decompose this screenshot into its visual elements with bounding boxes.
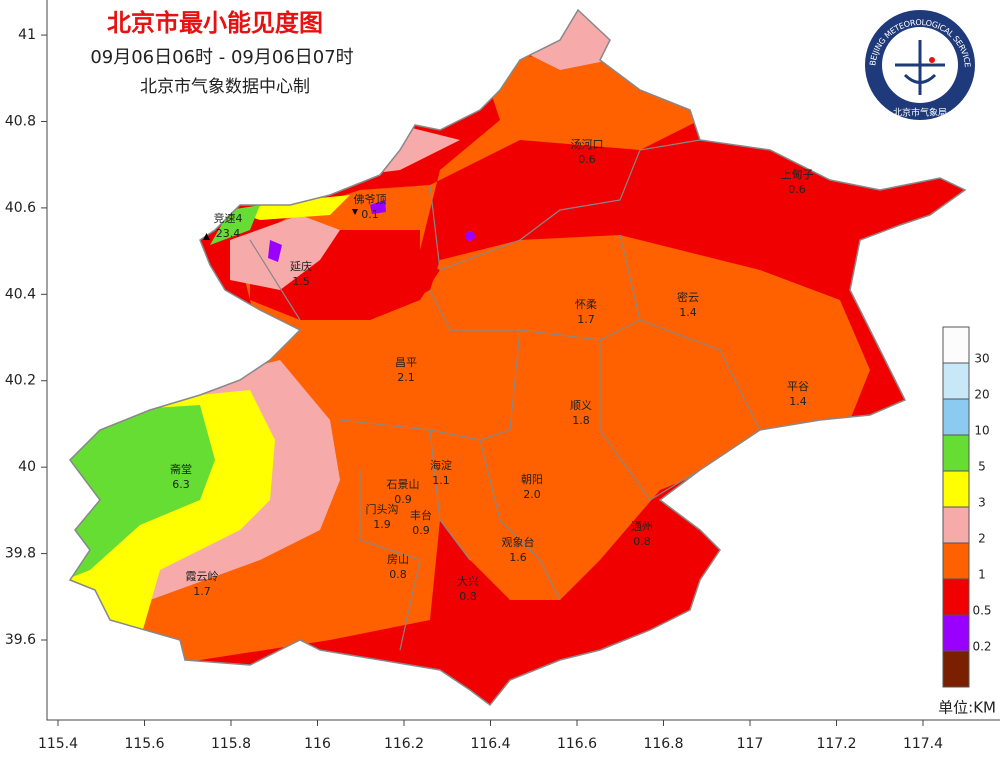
station-value: 6.3	[172, 478, 190, 491]
legend-label: 0.5	[972, 604, 991, 618]
logo-name: 北京市气象局	[893, 107, 947, 119]
station-name: 朝阳	[521, 473, 543, 486]
x-tick-label: 115.4	[38, 736, 78, 752]
y-tick-label: 39.6	[5, 632, 36, 648]
legend-swatch	[942, 362, 970, 400]
x-tick-label: 116.8	[643, 736, 683, 752]
station-name: 顺义	[570, 399, 592, 412]
legend-swatch	[942, 398, 970, 436]
station-name: 怀柔	[575, 298, 597, 311]
legend-label: 30	[974, 352, 989, 366]
station-name: 通州	[631, 520, 653, 533]
station-name: 上甸子	[781, 168, 814, 181]
title: 北京市最小能见度图	[107, 9, 323, 37]
district-borders	[249, 139, 761, 651]
station-value: 0.6	[788, 183, 806, 196]
station-value: 1.6	[509, 551, 527, 564]
station-value: 0.1	[361, 208, 379, 221]
station-value: 1.4	[679, 306, 697, 319]
legend-label: 5	[978, 460, 986, 474]
station-name: 竞速4	[214, 211, 243, 225]
station-name: 观象台	[502, 535, 535, 549]
station-marker	[352, 209, 358, 215]
y-tick-label: 40.2	[5, 373, 36, 389]
station-name: 平谷	[787, 380, 809, 393]
station-value: 1.7	[577, 313, 595, 326]
legend-label: 10	[974, 424, 989, 438]
station-name: 斋堂	[170, 462, 192, 476]
x-tick-label: 117	[737, 736, 764, 752]
x-tick-label: 117.4	[903, 736, 943, 752]
station-value: 0.8	[459, 590, 477, 603]
station-value: 2.1	[397, 371, 415, 384]
station-name: 房山	[387, 553, 409, 566]
legend-swatch	[942, 434, 970, 472]
station-value: 1.8	[572, 414, 590, 427]
station-value: 1.7	[193, 585, 211, 598]
legend-label: 0.2	[972, 640, 991, 654]
legend-swatch	[942, 614, 970, 652]
station-value: 0.8	[633, 535, 651, 548]
legend-label: 20	[974, 388, 989, 402]
station-value: 1.1	[432, 474, 450, 487]
y-tick-label: 40.4	[5, 286, 36, 302]
station-value: 1.4	[789, 395, 807, 408]
x-tick-label: 115.8	[211, 736, 251, 752]
legend-swatch	[942, 542, 970, 580]
legend-swatch	[942, 470, 970, 508]
station-name: 密云	[677, 290, 699, 304]
legend-label: 1	[978, 568, 986, 582]
station-name: 门头沟	[366, 502, 399, 516]
logo: BEIJING METEOROLOGICAL SERVICE 北京市气象局	[865, 10, 975, 120]
station-name: 延庆	[290, 259, 312, 273]
station-value: 23.4	[216, 227, 241, 240]
station-value: 0.9	[394, 493, 412, 506]
station-name: 石景山	[387, 478, 420, 491]
legend-swatch	[942, 650, 970, 688]
legend-label: 3	[978, 496, 986, 510]
x-tick-label: 116	[304, 736, 331, 752]
x-tick-label: 116.6	[557, 736, 597, 752]
x-tick-label: 116.2	[384, 736, 424, 752]
x-tick-label: 116.4	[470, 736, 510, 752]
station-name: 昌平	[395, 356, 417, 369]
station-value: 1.5	[292, 275, 310, 288]
legend-label: 2	[978, 532, 986, 546]
unit: 单位:KM	[938, 699, 996, 717]
legend-swatch	[942, 506, 970, 544]
station-name: 大兴	[457, 574, 479, 588]
x-tick-label: 115.6	[124, 736, 164, 752]
y-tick-label: 40.6	[5, 200, 36, 216]
legend-swatch	[942, 326, 970, 364]
station-value: 2.0	[523, 488, 541, 501]
station-value: 1.9	[373, 518, 391, 531]
station-name: 汤河口	[571, 137, 604, 151]
y-tick-label: 40.8	[5, 113, 36, 129]
station-value: 0.8	[389, 568, 407, 581]
station-name: 丰台	[410, 508, 432, 522]
station-name: 佛爷顶	[354, 192, 387, 206]
station-value: 0.6	[578, 153, 596, 166]
y-tick-label: 40	[18, 459, 36, 475]
station-name: 海淀	[430, 458, 452, 472]
axis-frame	[46, 0, 1000, 721]
station-name: 霞云岭	[186, 569, 219, 583]
y-tick-label: 39.8	[5, 546, 36, 562]
y-tick-label: 41	[18, 27, 36, 43]
source: 北京市气象数据中心制	[140, 77, 310, 97]
station-marker	[203, 233, 210, 240]
station-value: 0.9	[412, 524, 430, 537]
time-range: 09月06日06时 - 09月06日07时	[90, 47, 353, 68]
legend-swatch	[942, 578, 970, 616]
x-tick-label: 117.2	[816, 736, 856, 752]
